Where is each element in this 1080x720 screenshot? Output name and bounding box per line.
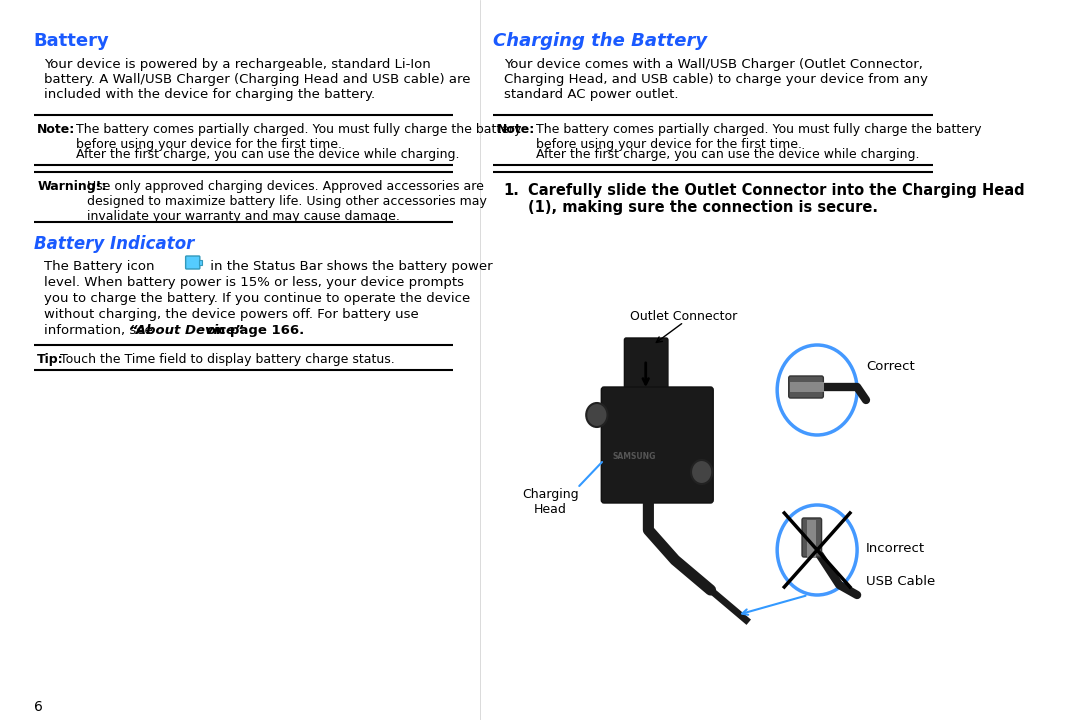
FancyBboxPatch shape bbox=[199, 260, 202, 265]
Bar bbox=[808, 520, 816, 558]
Text: in the Status Bar shows the battery power: in the Status Bar shows the battery powe… bbox=[206, 260, 492, 273]
Text: Carefully slide the Outlet Connector into the Charging Head
(1), making sure the: Carefully slide the Outlet Connector int… bbox=[528, 183, 1025, 215]
FancyBboxPatch shape bbox=[788, 376, 823, 398]
Text: 1.: 1. bbox=[503, 183, 519, 198]
Text: USB Cable: USB Cable bbox=[866, 575, 935, 588]
Text: 1: 1 bbox=[593, 408, 602, 421]
Circle shape bbox=[778, 505, 858, 595]
FancyBboxPatch shape bbox=[602, 387, 713, 503]
Text: After the first charge, you can use the device while charging.: After the first charge, you can use the … bbox=[77, 148, 460, 161]
FancyBboxPatch shape bbox=[624, 338, 667, 397]
Text: Charging
Head: Charging Head bbox=[523, 488, 579, 516]
Text: you to charge the battery. If you continue to operate the device: you to charge the battery. If you contin… bbox=[44, 292, 471, 305]
FancyBboxPatch shape bbox=[186, 256, 200, 269]
Text: 2: 2 bbox=[698, 466, 706, 479]
Text: Incorrect: Incorrect bbox=[866, 542, 926, 555]
Text: SAMSUNG: SAMSUNG bbox=[612, 452, 657, 461]
Text: Battery Indicator: Battery Indicator bbox=[33, 235, 194, 253]
Text: After the first charge, you can use the device while charging.: After the first charge, you can use the … bbox=[536, 148, 919, 161]
Text: without charging, the device powers off. For battery use: without charging, the device powers off.… bbox=[44, 308, 419, 321]
Text: “About Device”: “About Device” bbox=[129, 324, 243, 337]
Text: Note:: Note: bbox=[38, 123, 76, 136]
Bar bbox=[791, 382, 824, 392]
Text: Your device is powered by a rechargeable, standard Li-Ion
battery. A Wall/USB Ch: Your device is powered by a rechargeable… bbox=[44, 58, 471, 101]
Circle shape bbox=[691, 460, 713, 484]
Circle shape bbox=[586, 403, 608, 427]
Text: Charging the Battery: Charging the Battery bbox=[492, 32, 707, 50]
Text: on page 166.: on page 166. bbox=[202, 324, 303, 337]
Text: Your device comes with a Wall/USB Charger (Outlet Connector,
Charging Head, and : Your device comes with a Wall/USB Charge… bbox=[503, 58, 928, 101]
Text: Use only approved charging devices. Approved accessories are
designed to maximiz: Use only approved charging devices. Appr… bbox=[87, 180, 487, 223]
Text: The Battery icon: The Battery icon bbox=[44, 260, 154, 273]
Text: Battery: Battery bbox=[33, 32, 109, 50]
Circle shape bbox=[778, 345, 858, 435]
Text: Touch the Time field to display battery charge status.: Touch the Time field to display battery … bbox=[60, 353, 395, 366]
Text: Tip:: Tip: bbox=[38, 353, 64, 366]
Text: Note:: Note: bbox=[497, 123, 535, 136]
Text: Warning!:: Warning!: bbox=[38, 180, 107, 193]
Text: Correct: Correct bbox=[866, 360, 915, 373]
Text: Outlet Connector: Outlet Connector bbox=[631, 310, 738, 323]
FancyBboxPatch shape bbox=[802, 518, 822, 557]
Text: level. When battery power is 15% or less, your device prompts: level. When battery power is 15% or less… bbox=[44, 276, 464, 289]
Text: The battery comes partially charged. You must fully charge the battery
before us: The battery comes partially charged. You… bbox=[536, 123, 981, 151]
Text: 6: 6 bbox=[33, 700, 42, 714]
Text: The battery comes partially charged. You must fully charge the battery
before us: The battery comes partially charged. You… bbox=[77, 123, 522, 151]
Text: information, see: information, see bbox=[44, 324, 158, 337]
